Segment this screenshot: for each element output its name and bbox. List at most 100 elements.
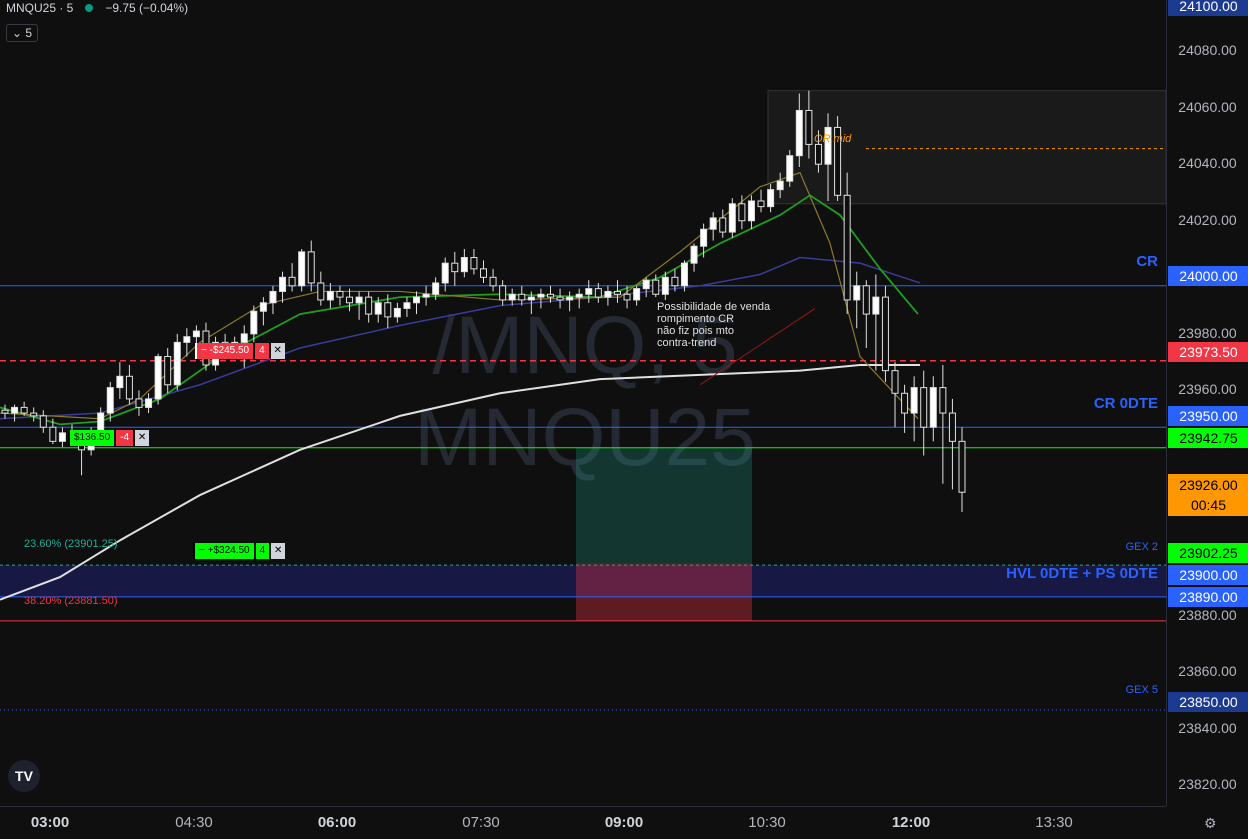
order-qty[interactable]: 4 <box>255 343 269 359</box>
candle-body <box>432 282 440 295</box>
note-line: não fiz pois mto <box>657 325 735 337</box>
time-tick: 07:30 <box>462 814 500 831</box>
candle-body <box>470 257 478 270</box>
time-tick: 13:30 <box>1035 814 1073 831</box>
candle-body <box>413 296 421 304</box>
time-tick: 10:30 <box>748 814 786 831</box>
candle-body <box>901 392 909 414</box>
gear-icon[interactable]: ⚙ <box>1204 815 1217 831</box>
price-axis[interactable]: 24100.00 24080.00 24060.00 24040.00 2402… <box>1166 0 1248 806</box>
candle-body <box>384 302 392 318</box>
symbol-legend[interactable]: MNQU25 · 5 −9.75 (−0.04%) <box>6 1 188 15</box>
level-label-gex2: GEX 2 <box>1125 541 1158 553</box>
order-pl[interactable]: ~ -$245.50 <box>195 343 254 359</box>
position-target-zone <box>576 447 752 563</box>
sma-200-line <box>0 363 920 601</box>
time-tick: 04:30 <box>175 814 213 831</box>
watermark-line2: MNQU25 <box>414 392 756 483</box>
market-status-icon <box>85 4 94 12</box>
candle-body <box>642 279 650 290</box>
price-label-gex2: 23902.25 <box>1168 543 1248 563</box>
candle-body <box>460 257 468 273</box>
candle-body <box>307 251 315 284</box>
candle-body <box>393 307 401 318</box>
candle-body <box>700 228 708 247</box>
candle-body <box>346 296 354 304</box>
level-label-hvl: HVL 0DTE + PS 0DTE <box>1006 565 1158 582</box>
candle-body <box>451 262 459 273</box>
last-price-label: 23926.00 00:45 <box>1168 474 1248 516</box>
candle-body <box>853 285 861 301</box>
order-line-stop[interactable]: ~ -$245.50 4 ✕ <box>195 343 285 359</box>
candle-body <box>958 440 966 493</box>
candle-body <box>480 268 487 278</box>
candle-body <box>288 276 296 287</box>
chart-pane[interactable]: /MNQ, 5 MNQU25 MNQU25 · 5 −9.75 (−0.04%)… <box>0 0 1166 806</box>
price-tick: 23980.00 <box>1178 325 1237 341</box>
legend-symbol[interactable]: MNQU25 · 5 <box>6 1 74 15</box>
tradingview-logo[interactable]: TV <box>8 760 40 792</box>
candle-body <box>355 296 363 304</box>
chevron-down-icon: ⌄ <box>12 26 26 40</box>
candle-body <box>183 336 191 343</box>
candle-body <box>824 126 832 165</box>
candle-body <box>422 293 430 298</box>
candle-body <box>365 296 373 315</box>
candle-body <box>604 290 612 298</box>
price-tick: 23960.00 <box>1178 381 1237 397</box>
chart-canvas[interactable] <box>0 0 1166 806</box>
note-line: contra-trend <box>657 337 717 349</box>
close-icon[interactable]: ✕ <box>270 343 285 359</box>
position-pl[interactable]: $136.50 <box>68 430 115 446</box>
interval-button[interactable]: ⌄ 5 <box>6 24 39 42</box>
close-icon[interactable]: ✕ <box>135 430 150 446</box>
candle-body <box>30 412 38 417</box>
candle-body <box>326 290 334 301</box>
candle-body <box>527 296 535 301</box>
note-line: rompimento CR <box>657 313 735 325</box>
chart-note[interactable]: Possibilidade de venda rompimento CR não… <box>657 301 797 349</box>
position-qty[interactable]: -4 <box>116 430 134 446</box>
candle-body <box>518 293 526 301</box>
price-tick: 24020.00 <box>1178 212 1237 228</box>
candle-body <box>49 426 57 442</box>
candle-body <box>939 387 947 414</box>
interval-value: 5 <box>25 26 33 40</box>
price-tick: 24080.00 <box>1178 42 1237 58</box>
price-tick: 24060.00 <box>1178 99 1237 115</box>
candle-body <box>719 217 727 233</box>
position-line[interactable]: $136.50 -4 ✕ <box>68 430 150 446</box>
candle-body <box>891 370 899 394</box>
price-label-position: 23942.75 <box>1168 428 1248 448</box>
candle-body <box>125 375 133 400</box>
candle-body <box>269 290 277 304</box>
time-tick: 09:00 <box>604 814 644 831</box>
price-label-top: 24100.00 <box>1168 0 1248 16</box>
order-line-target[interactable]: ~ +$324.50 4 ✕ <box>193 543 286 559</box>
price-label-cr0dte: 23950.00 <box>1168 406 1248 426</box>
price-tick: 23840.00 <box>1178 720 1237 736</box>
time-tick: 03:00 <box>30 814 70 831</box>
price-tick: 23880.00 <box>1178 607 1237 623</box>
candle-body <box>623 293 631 301</box>
hvl-zone <box>0 565 1166 597</box>
candle-body <box>566 296 574 301</box>
fib-label-382: 38.20% (23881.50) <box>24 595 118 607</box>
price-tick: 23860.00 <box>1178 663 1237 679</box>
candle-body <box>929 387 937 428</box>
time-axis[interactable]: 03:00 04:30 06:00 07:30 09:00 10:30 12:0… <box>0 806 1166 839</box>
level-label-cr: CR <box>1136 253 1158 270</box>
price-label-gex5: 23850.00 <box>1168 692 1248 712</box>
candle-body <box>881 296 889 372</box>
order-pl[interactable]: ~ +$324.50 <box>193 543 254 559</box>
candle-body <box>499 285 507 301</box>
candle-body <box>336 290 344 298</box>
close-icon[interactable]: ✕ <box>271 543 286 559</box>
order-qty[interactable]: 4 <box>255 543 270 559</box>
candle-body <box>240 333 248 343</box>
candle-body <box>757 200 765 208</box>
candle-body <box>862 285 870 315</box>
candle-body <box>145 398 153 408</box>
candle-body <box>192 330 200 338</box>
candle-body <box>173 341 181 386</box>
